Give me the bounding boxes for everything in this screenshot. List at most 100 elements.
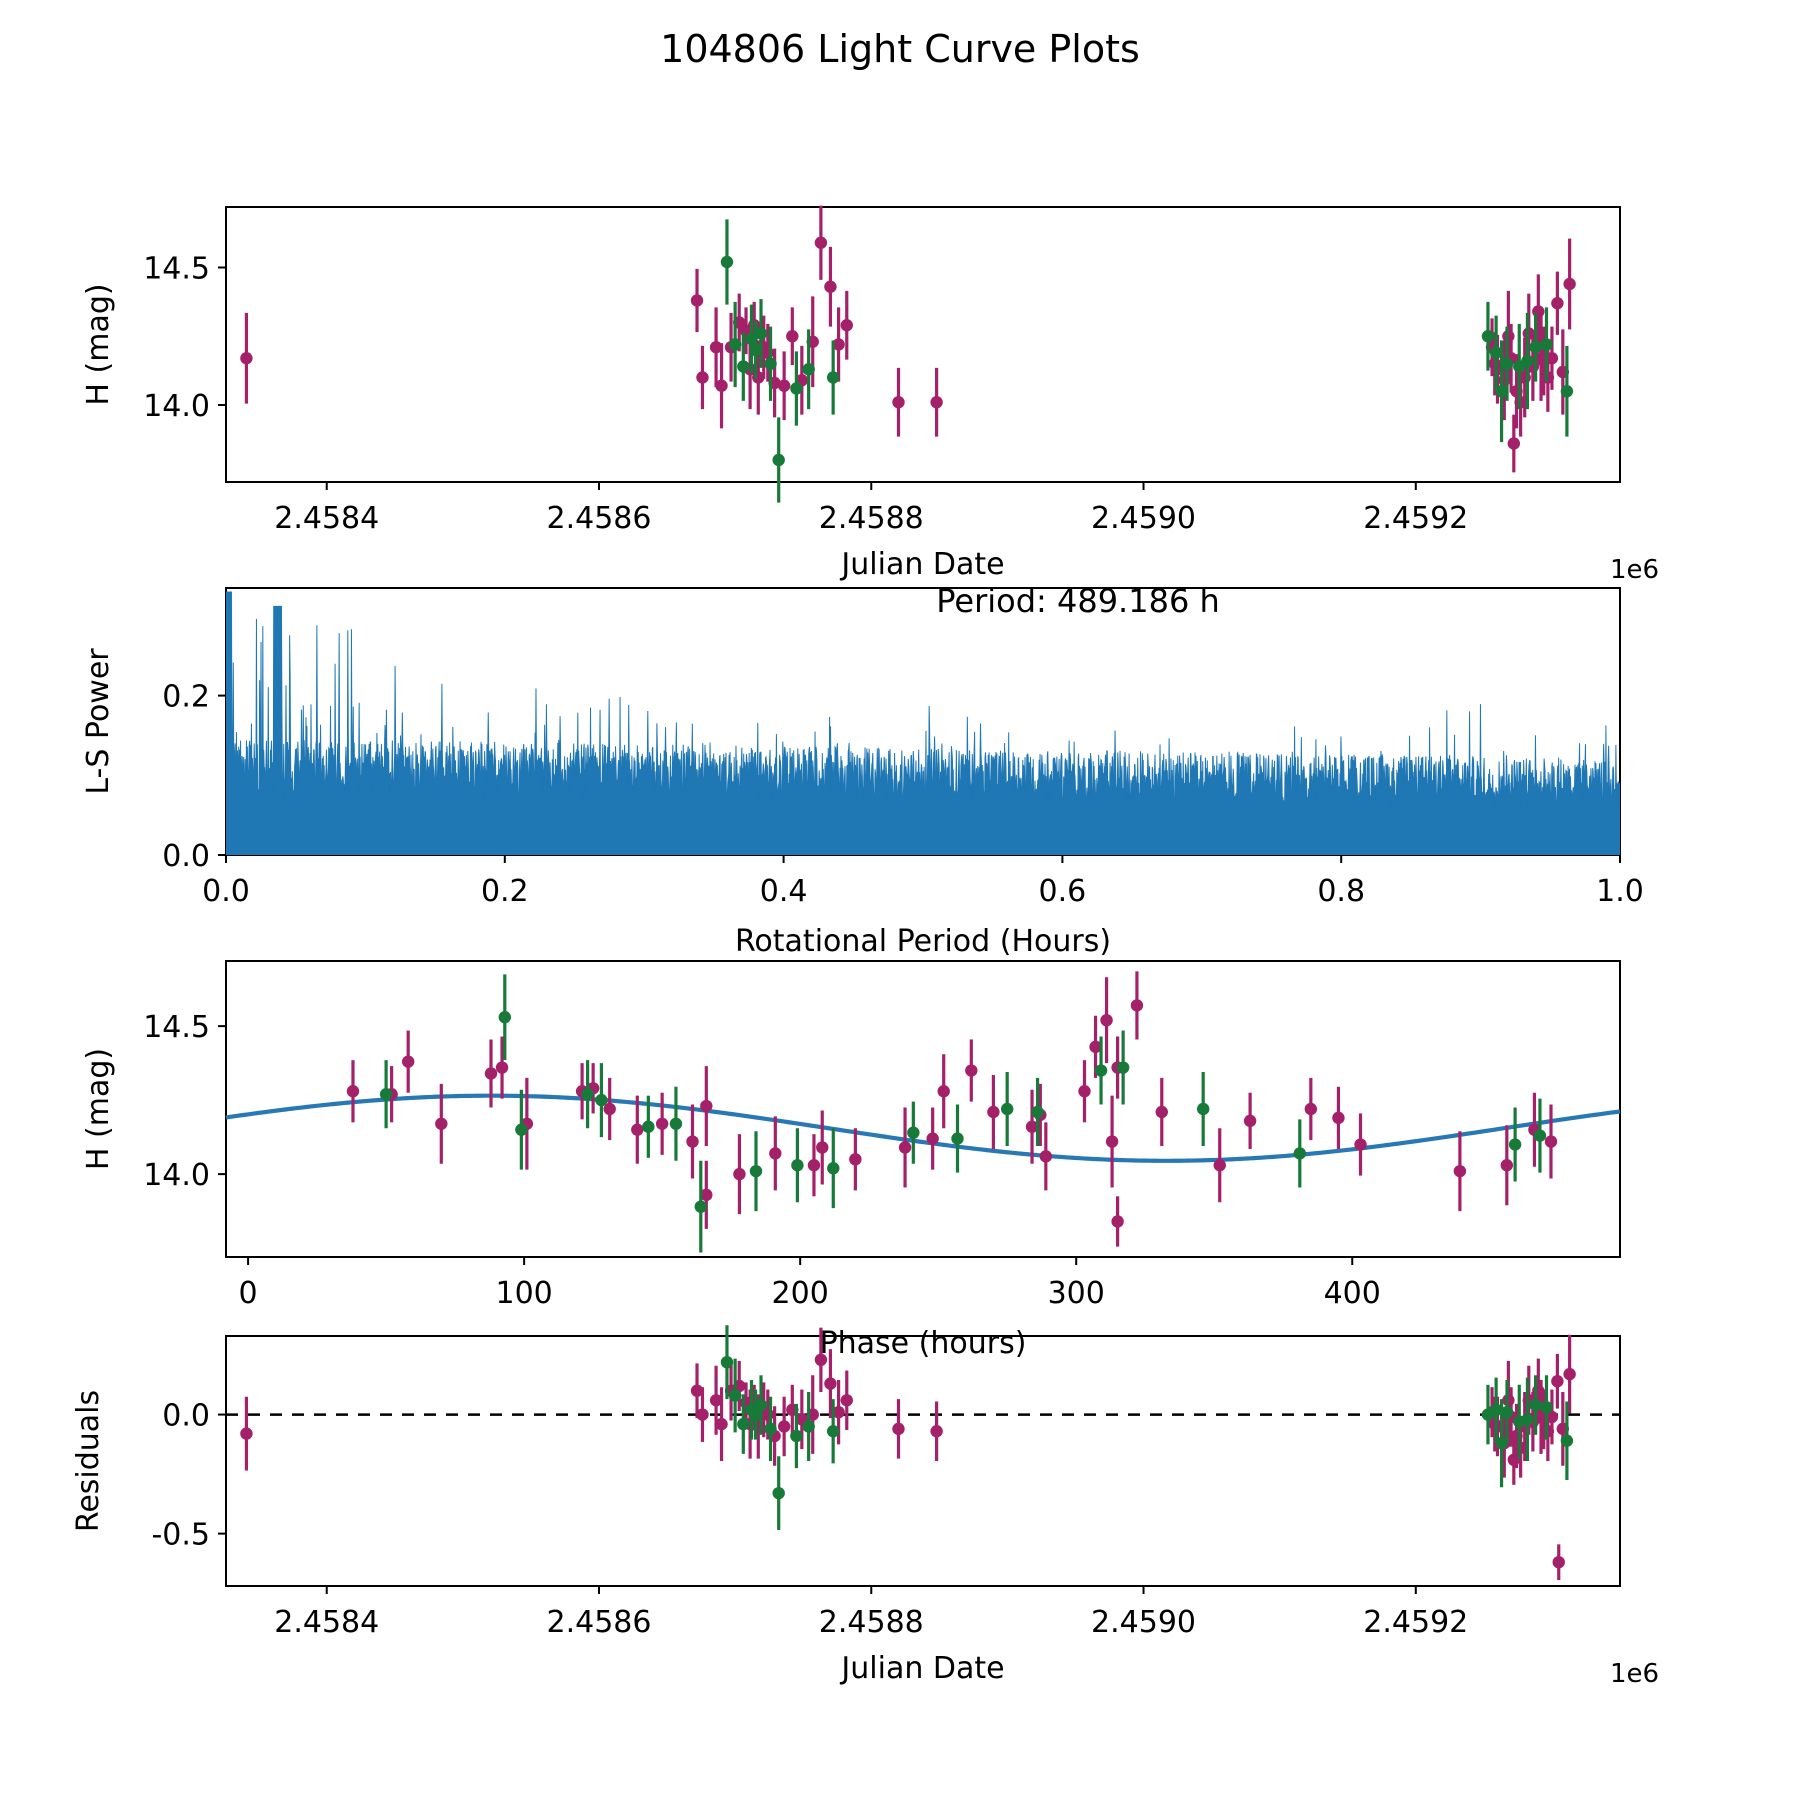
panel2-yticklabel: 0.2 xyxy=(162,680,210,715)
data-point xyxy=(720,255,734,269)
panel1-xticklabel: 2.4586 xyxy=(547,501,652,536)
panel3-plot-frame xyxy=(225,960,1621,1258)
data-point xyxy=(728,1389,742,1402)
panel1-xticklabel: 2.4592 xyxy=(1363,501,1468,536)
data-point xyxy=(749,1408,762,1421)
panel3-yticklabel: 14.5 xyxy=(143,1010,210,1045)
data-point xyxy=(686,1135,699,1148)
data-point xyxy=(824,1377,837,1390)
data-point xyxy=(595,1093,608,1107)
data-point xyxy=(764,357,777,370)
data-point xyxy=(484,1067,498,1080)
data-point xyxy=(1000,1102,1014,1116)
data-point xyxy=(696,1408,709,1421)
data-point xyxy=(1196,1102,1210,1116)
data-point xyxy=(1213,1159,1226,1172)
data-point xyxy=(709,1394,723,1407)
data-point xyxy=(1551,1375,1564,1388)
panel1-axes: 2.4584 2.4586 2.4588 2.4590 2.4592 14.0 14.5 Ju… xyxy=(143,205,1659,585)
panel2-xlabel: Rotational Period (Hours) xyxy=(735,924,1111,959)
panel3-xticklabel: 300 xyxy=(1048,1276,1105,1311)
data-point xyxy=(1304,1102,1318,1116)
data-point xyxy=(728,338,742,351)
panel2-xticklabel: 1.0 xyxy=(1596,874,1644,909)
panel2-yticklabel: 0.0 xyxy=(162,839,210,874)
data-point xyxy=(892,1422,905,1436)
data-point xyxy=(1563,1367,1576,1381)
data-point xyxy=(1552,1555,1565,1569)
data-point xyxy=(926,1132,939,1145)
panel1-yticklabel: 14.5 xyxy=(143,252,210,287)
data-point xyxy=(965,1064,978,1077)
panel4-series-series_b xyxy=(720,1325,1574,1531)
data-point xyxy=(1332,1111,1345,1125)
data-point xyxy=(754,327,768,340)
panel1-ylabel: H (mag) xyxy=(81,283,116,405)
data-point xyxy=(1529,1398,1542,1412)
data-point xyxy=(930,396,943,409)
panel3-xticklabel: 0 xyxy=(239,1276,258,1311)
data-point xyxy=(832,1405,845,1419)
panel3-xticklabel: 400 xyxy=(1324,1276,1381,1311)
panel1-plot-frame xyxy=(225,206,1621,483)
data-point xyxy=(807,1159,821,1172)
data-point xyxy=(1540,1401,1553,1414)
data-point xyxy=(1100,1014,1113,1027)
panel3-xlabel: Phase (hours) xyxy=(820,1326,1027,1361)
data-point xyxy=(603,1102,616,1116)
data-point xyxy=(1551,297,1564,310)
data-point xyxy=(892,396,905,409)
data-point xyxy=(937,1085,950,1098)
panel4-xticklabel: 2.4592 xyxy=(1363,1605,1468,1640)
data-point xyxy=(631,1123,644,1136)
data-point xyxy=(737,1417,750,1431)
panel4-plot-frame xyxy=(225,1335,1621,1587)
data-point xyxy=(1560,385,1574,398)
data-point xyxy=(1105,1135,1119,1148)
data-point xyxy=(802,363,815,376)
data-point xyxy=(1540,338,1553,351)
data-point xyxy=(814,236,828,249)
data-point xyxy=(700,1188,713,1202)
data-point xyxy=(772,1486,785,1500)
panel1-x-offset-label: 1e6 xyxy=(1610,555,1659,585)
data-point xyxy=(772,453,785,467)
data-point xyxy=(435,1117,448,1131)
panel3-xticklabel: 200 xyxy=(772,1276,829,1311)
data-point xyxy=(1078,1085,1091,1098)
data-point xyxy=(840,1394,853,1407)
data-point xyxy=(346,1085,360,1098)
data-point xyxy=(642,1120,655,1133)
data-point xyxy=(696,371,709,384)
data-point xyxy=(1094,1064,1108,1077)
data-point xyxy=(791,1159,804,1172)
data-point xyxy=(709,341,723,354)
panel4-xticklabel: 2.4590 xyxy=(1091,1605,1196,1640)
data-point xyxy=(1495,1436,1508,1450)
data-point xyxy=(1495,385,1508,398)
data-point xyxy=(715,379,728,392)
data-point xyxy=(669,1117,683,1131)
panel3-xticklabel: 100 xyxy=(495,1276,552,1311)
data-point xyxy=(827,1162,840,1175)
panel3-series-series_a xyxy=(346,971,1558,1247)
data-point xyxy=(930,1425,943,1438)
data-point xyxy=(1354,1138,1367,1151)
data-point xyxy=(1039,1150,1053,1163)
panel4-series-series_a xyxy=(240,1327,1576,1581)
data-point xyxy=(802,1420,815,1433)
panel2-xticklabel: 0.8 xyxy=(1317,874,1365,909)
panel1-series-series_a xyxy=(240,205,1576,473)
data-point xyxy=(690,1384,704,1397)
data-point xyxy=(790,382,803,395)
data-point xyxy=(761,346,775,359)
data-point xyxy=(1489,346,1503,359)
data-point xyxy=(401,1055,415,1068)
data-point xyxy=(1529,341,1542,354)
data-point xyxy=(1544,1135,1558,1148)
data-point xyxy=(1481,330,1495,343)
data-point xyxy=(1545,352,1559,365)
data-point xyxy=(832,338,845,351)
